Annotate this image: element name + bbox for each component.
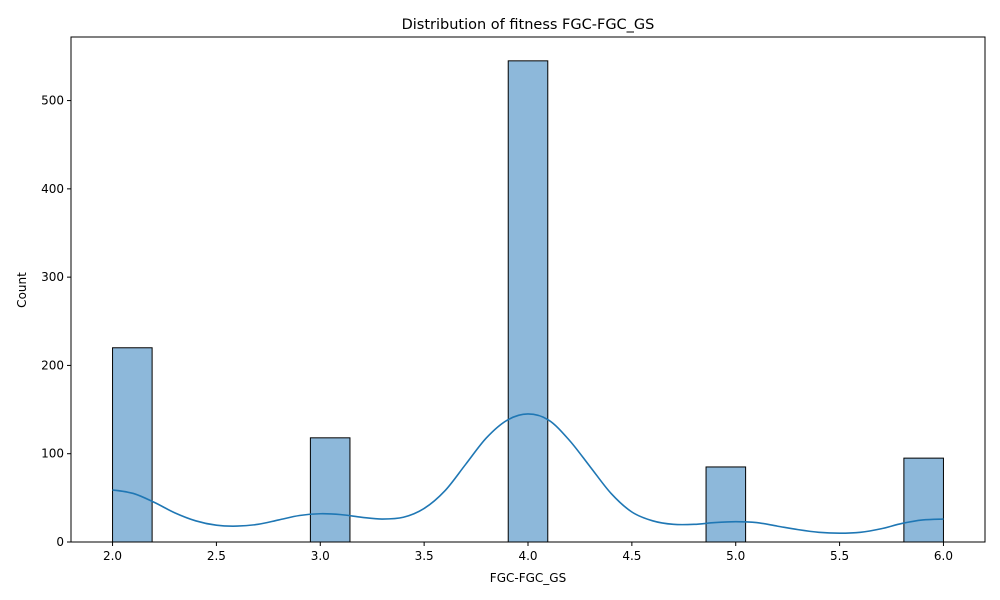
x-tick-label: 4.0: [518, 549, 537, 563]
histogram-bar-2: [309, 437, 351, 543]
histogram-bar-5: [903, 457, 944, 543]
x-tick-label: 3.5: [415, 549, 434, 563]
y-tick-label: 400: [41, 182, 64, 196]
x-tick-label: 2.0: [103, 549, 122, 563]
x-tick-label: 3.0: [311, 549, 330, 563]
x-tick-label: 5.5: [830, 549, 849, 563]
x-tick-label: 4.5: [622, 549, 641, 563]
x-axis-label: FGC-FGC_GS: [490, 571, 566, 585]
y-tick-label: 0: [56, 535, 64, 549]
y-tick-label: 100: [41, 447, 64, 461]
plot-area: 2.0 2.5 3.0 3.5 4.0 4.5 5.0 5.5 6.0 0 100 200 300 400…: [41, 36, 986, 563]
x-tick-label: 6.0: [934, 549, 953, 563]
chart-title: Distribution of fitness FGC-FGC_GS: [402, 17, 655, 33]
kde-line: [112, 413, 944, 534]
histogram-bar-4: [705, 466, 747, 543]
y-axis-label: Count: [15, 272, 29, 308]
histogram-bar-1: [112, 347, 153, 543]
y-tick-label: 500: [41, 94, 64, 108]
y-tick-label: 300: [41, 270, 64, 284]
histogram-bar-3: [507, 60, 549, 543]
x-tick-label: 5.0: [726, 549, 745, 563]
x-tick-label: 2.5: [207, 549, 226, 563]
y-tick-label: 200: [41, 358, 64, 372]
